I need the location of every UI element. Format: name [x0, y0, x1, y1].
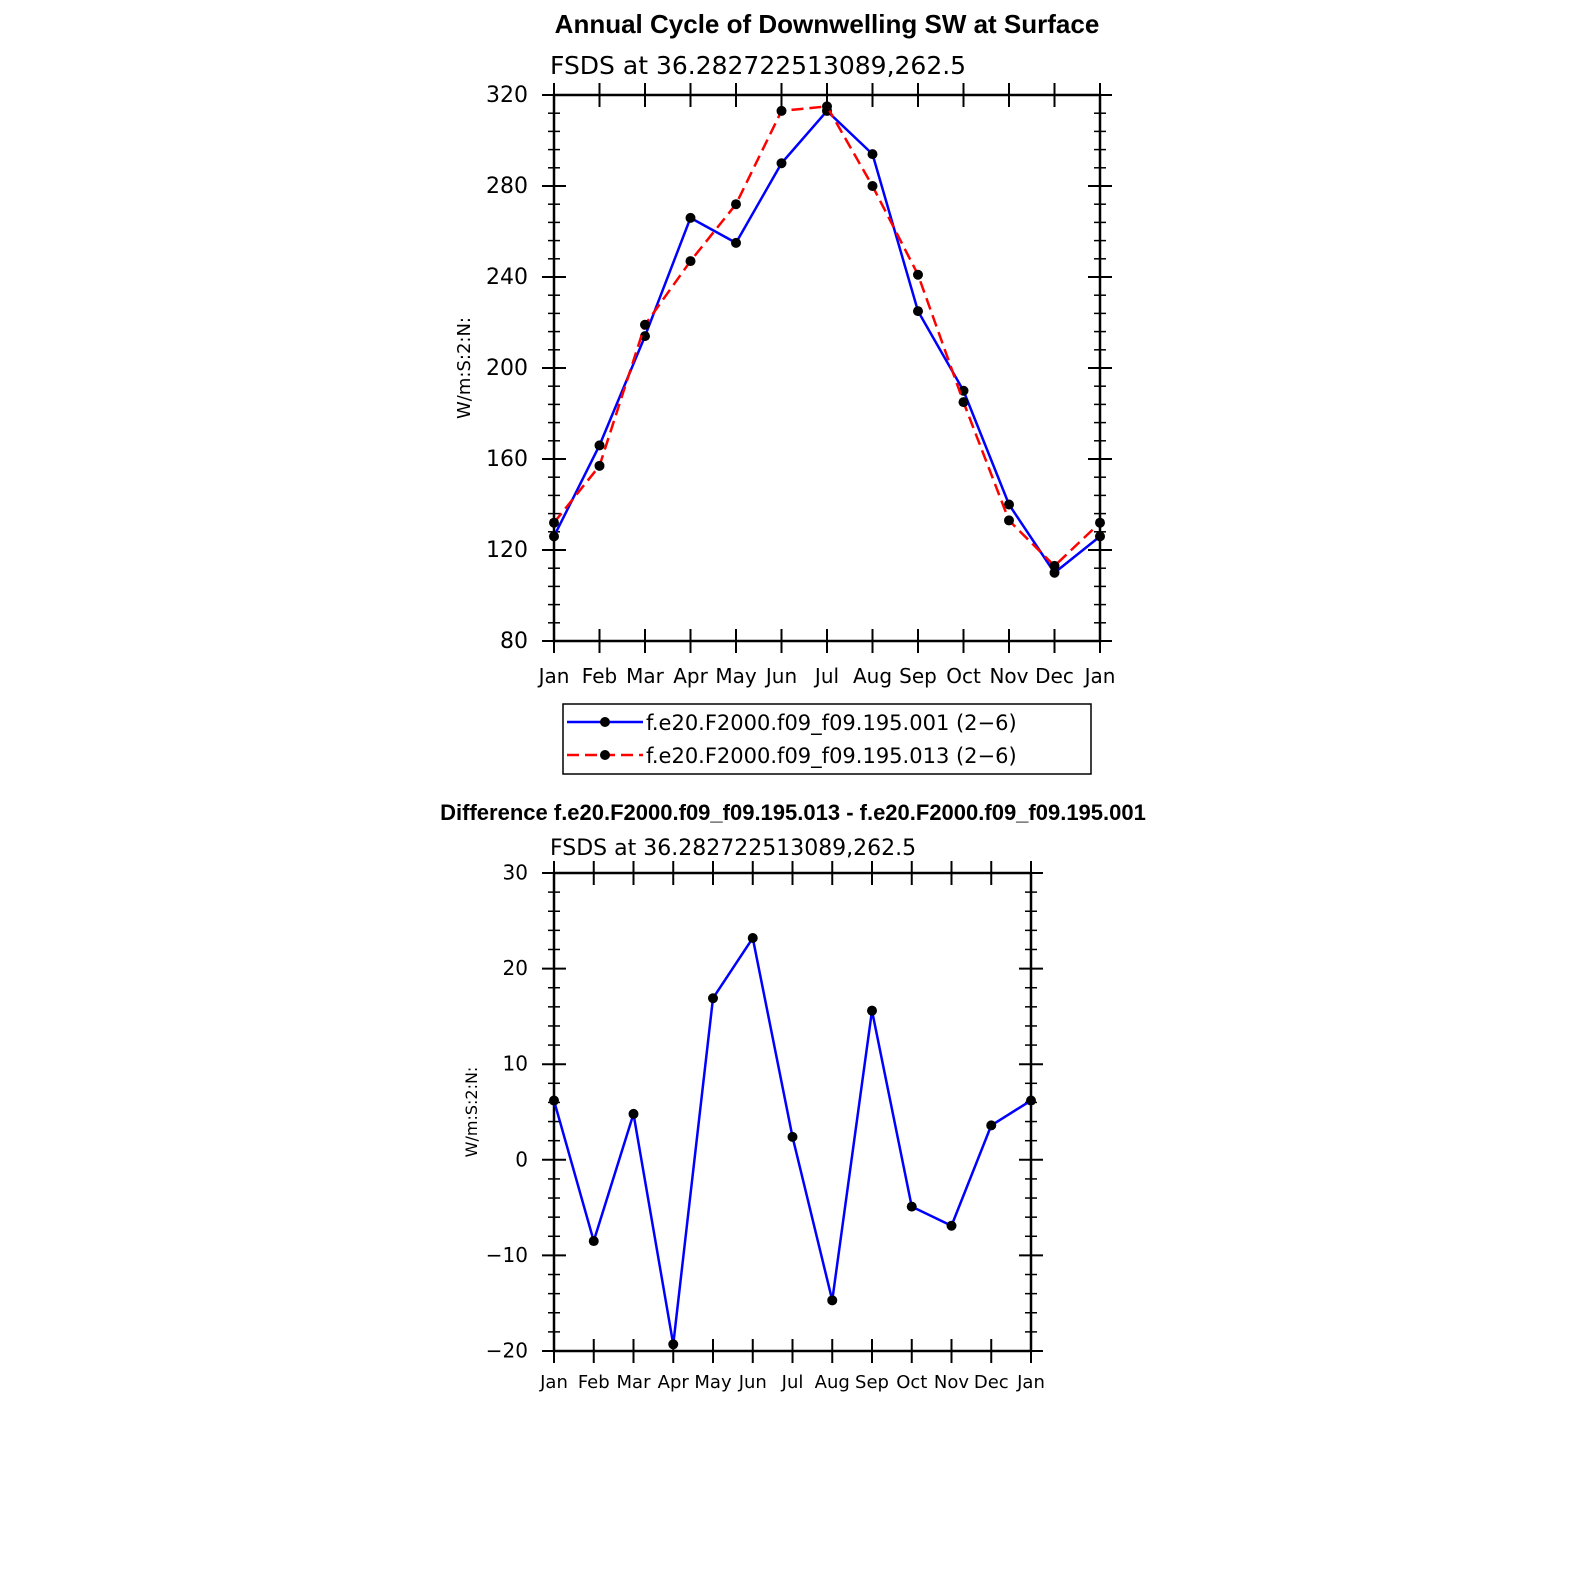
data-point — [708, 993, 718, 1004]
plot-frame — [552, 93, 1102, 643]
plot-frame — [552, 871, 1033, 1353]
data-point — [1026, 1095, 1036, 1106]
data-point — [867, 1005, 877, 1016]
x-tick-label: Apr — [673, 664, 708, 688]
chart-subtitle: FSDS at 36.282722513089,262.5 — [550, 51, 966, 80]
data-point — [906, 1201, 917, 1212]
chart-2: Difference f.e20.F2000.f09_f09.195.013 -… — [440, 800, 1146, 1393]
y-tick-label: 80 — [500, 629, 528, 654]
x-tick-label: Sep — [855, 1372, 889, 1393]
y-tick-label: 240 — [486, 265, 528, 290]
data-point — [588, 1236, 599, 1247]
data-point — [747, 933, 758, 944]
y-tick-label: 120 — [486, 538, 528, 563]
y-tick-label: 200 — [486, 356, 528, 381]
y-tick-label: −20 — [486, 1338, 528, 1362]
y-tick-label: −10 — [486, 1243, 528, 1267]
y-tick-label: 10 — [503, 1052, 528, 1076]
data-point — [776, 158, 787, 169]
x-tick-label: Jul — [781, 1372, 804, 1393]
y-axis-label: W/m:S:2:N: — [454, 317, 475, 419]
x-tick-label: Jan — [537, 664, 570, 688]
x-tick-label: Oct — [896, 1372, 927, 1393]
legend-marker — [600, 750, 610, 760]
data-point — [946, 1220, 957, 1231]
data-point — [731, 199, 741, 210]
x-tick-label: Aug — [815, 1372, 850, 1393]
x-tick-label: Mar — [626, 664, 665, 688]
data-point — [913, 269, 923, 280]
x-tick-label: May — [715, 664, 757, 688]
x-tick-label: Sep — [899, 664, 937, 688]
data-point — [640, 319, 650, 330]
data-point — [827, 1295, 838, 1306]
data-point — [822, 101, 832, 112]
x-tick-label: Feb — [582, 664, 617, 688]
data-point — [1004, 515, 1014, 526]
y-tick-label: 280 — [486, 174, 528, 199]
data-point — [549, 531, 559, 542]
data-point — [867, 149, 878, 160]
chart-title: Difference f.e20.F2000.f09_f09.195.013 -… — [440, 800, 1146, 825]
y-tick-label: 320 — [486, 83, 528, 108]
x-tick-label: Nov — [934, 1372, 969, 1393]
x-tick-label: Jan — [1083, 664, 1116, 688]
data-point — [787, 1131, 798, 1142]
data-point — [1095, 531, 1105, 542]
data-point — [867, 181, 878, 191]
series-line-1 — [552, 109, 1101, 574]
y-axis-label: W/m:S:2:N: — [462, 1067, 481, 1158]
data-point — [913, 306, 923, 317]
x-tick-label: Jun — [764, 664, 797, 688]
data-point — [594, 440, 605, 451]
data-point — [776, 105, 787, 116]
y-tick-label: 30 — [503, 860, 528, 884]
data-point — [640, 331, 650, 342]
data-point — [958, 397, 969, 408]
x-tick-label: Oct — [946, 664, 981, 688]
legend-marker — [600, 717, 610, 727]
data-point — [1004, 499, 1014, 510]
chart-title: Annual Cycle of Downwelling SW at Surfac… — [555, 9, 1100, 39]
x-tick-label: Mar — [617, 1372, 652, 1393]
x-tick-label: Aug — [853, 664, 892, 688]
x-tick-label: Jun — [738, 1372, 767, 1393]
legend-box — [562, 703, 1092, 775]
x-tick-label: Feb — [578, 1372, 610, 1393]
x-tick-label: Jul — [813, 664, 839, 688]
data-point — [549, 1095, 559, 1106]
x-tick-label: Jan — [539, 1372, 568, 1393]
data-point — [986, 1120, 997, 1131]
x-tick-label: Jan — [1016, 1372, 1045, 1393]
data-point — [549, 517, 559, 528]
x-tick-label: May — [694, 1372, 732, 1393]
series-line-2 — [553, 105, 1101, 568]
data-point — [685, 212, 696, 223]
data-point — [594, 460, 605, 471]
legend-label-1: f.e20.F2000.f09_f09.195.001 (2−6) — [646, 711, 1017, 736]
data-point — [731, 237, 741, 248]
x-tick-label: Dec — [1035, 664, 1074, 688]
y-tick-label: 20 — [503, 956, 528, 980]
chart-subtitle: FSDS at 36.282722513089,262.5 — [550, 836, 916, 861]
data-point — [685, 256, 696, 267]
chart-1: Annual Cycle of Downwelling SW at Surfac… — [454, 9, 1116, 775]
data-point — [1049, 560, 1060, 571]
x-tick-label: Nov — [989, 664, 1028, 688]
legend: f.e20.F2000.f09_f09.195.001 (2−6) f.e20.F… — [562, 703, 1092, 775]
legend-label-2: f.e20.F2000.f09_f09.195.013 (2−6) — [646, 744, 1017, 769]
y-tick-label: 0 — [515, 1147, 528, 1171]
data-point — [668, 1339, 679, 1350]
x-tick-label: Dec — [974, 1372, 1009, 1393]
y-tick-label: 160 — [486, 447, 528, 472]
data-point — [628, 1108, 639, 1119]
x-tick-label: Apr — [658, 1372, 690, 1393]
data-point — [1095, 517, 1105, 528]
